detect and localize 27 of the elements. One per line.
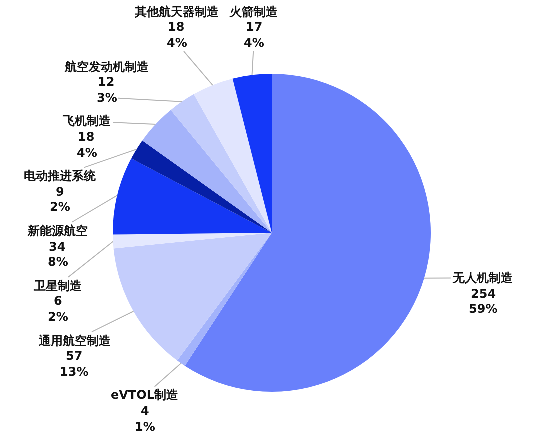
- data-label: 57 13%: [60, 349, 89, 379]
- pie-slice: [185, 74, 431, 392]
- pie-slice: [177, 233, 272, 366]
- data-label: 18 4%: [77, 130, 98, 160]
- slice-label: eVTOL制造: [111, 388, 180, 402]
- data-label: 6 2%: [48, 294, 68, 324]
- slice-label: 飞机制造: [62, 114, 112, 128]
- pie-slice: [232, 74, 272, 233]
- slice-label: 无人机制造: [452, 271, 514, 285]
- pie-slice: [142, 110, 272, 233]
- slice-label: 新能源航空: [27, 224, 88, 238]
- pie-slice: [113, 158, 272, 235]
- pie-slice: [131, 140, 272, 233]
- data-label: 18 4%: [167, 20, 188, 50]
- slice-label: 电动推进系统: [24, 169, 97, 183]
- data-label: 12 3%: [97, 75, 118, 105]
- pie-slice: [194, 78, 272, 233]
- slice-label: 其他航天器制造: [134, 5, 220, 19]
- data-label: 34 8%: [48, 240, 68, 269]
- slice-label: 通用航空制造: [38, 334, 112, 348]
- data-label: 9 2%: [50, 185, 70, 214]
- data-label: 4 1%: [135, 404, 156, 434]
- data-label: 17 4%: [244, 20, 264, 50]
- slice-label: 卫星制造: [33, 279, 83, 293]
- slice-label: 火箭制造: [229, 5, 279, 19]
- data-label: 254 59%: [469, 287, 498, 316]
- slice-label: 航空发动机制造: [64, 60, 150, 74]
